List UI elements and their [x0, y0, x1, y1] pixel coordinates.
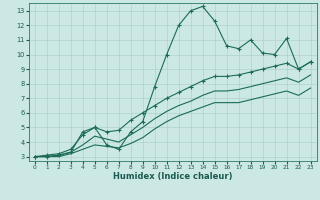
X-axis label: Humidex (Indice chaleur): Humidex (Indice chaleur) — [113, 172, 232, 181]
